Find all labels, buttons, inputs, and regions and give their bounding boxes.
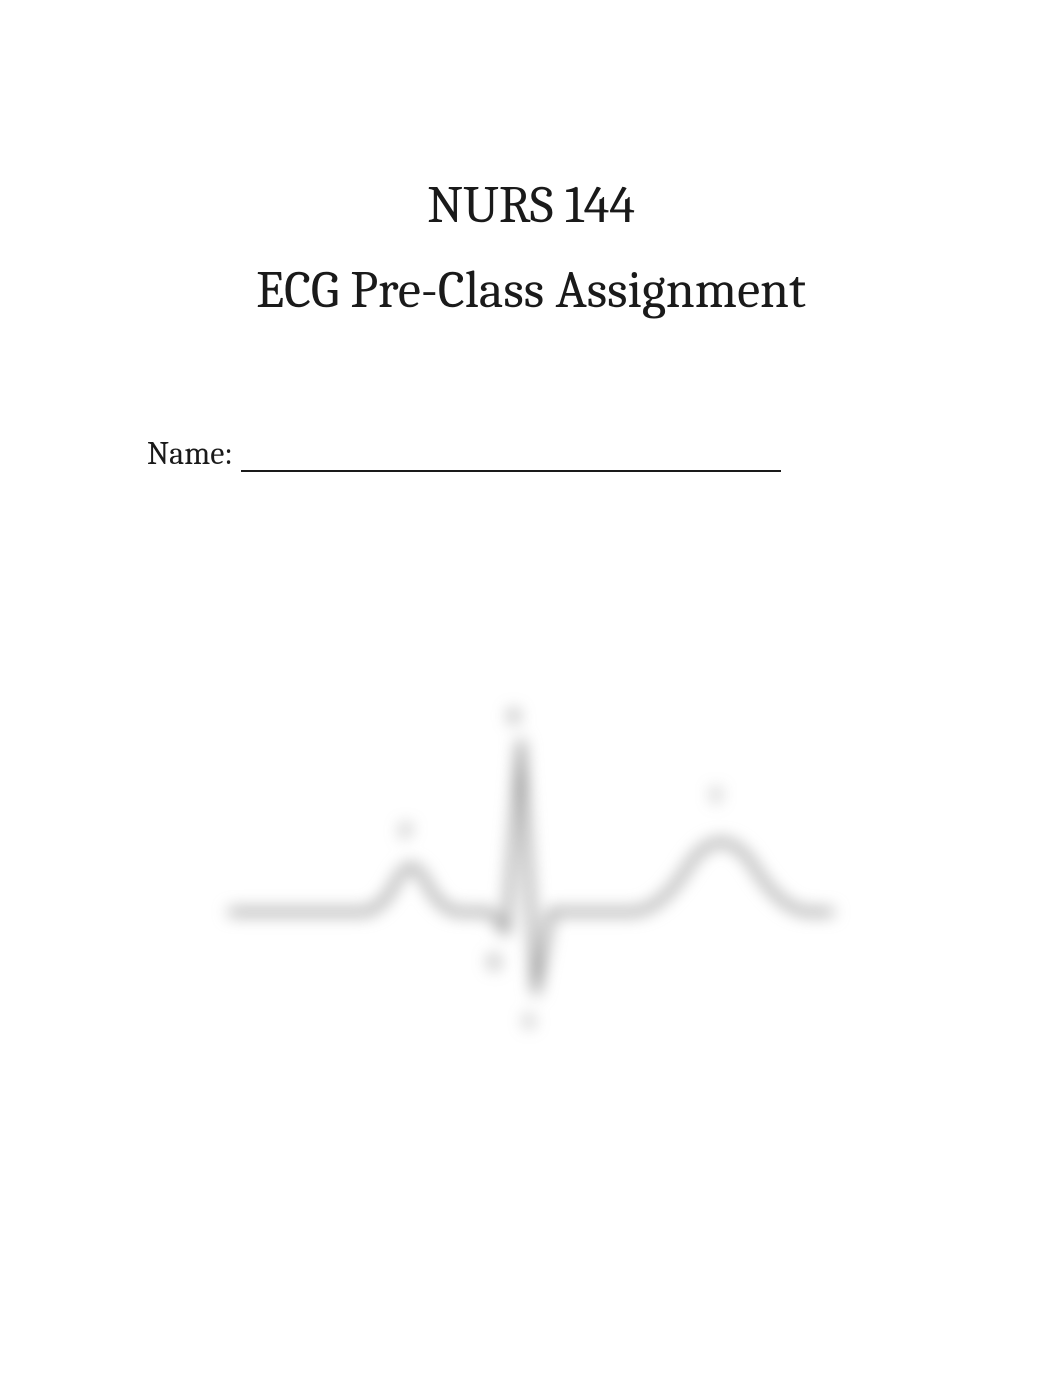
ecg-diagram-container: P Q R S T	[0, 672, 1062, 1092]
s-wave-label: S	[525, 1011, 534, 1032]
ecg-waveform-path	[231, 742, 831, 992]
name-blank-line	[241, 470, 781, 472]
t-wave-label: T	[711, 786, 722, 807]
r-wave-label: R	[508, 706, 520, 727]
q-wave-label: Q	[488, 951, 500, 972]
name-field-section: Name:	[0, 435, 1062, 472]
assignment-title: ECG Pre-Class Assignment	[0, 260, 1062, 320]
name-label: Name:	[147, 435, 233, 472]
course-code: NURS 144	[0, 175, 1062, 235]
title-section: NURS 144 ECG Pre-Class Assignment	[0, 175, 1062, 320]
p-wave-label: P	[401, 821, 412, 842]
ecg-waveform-diagram: P Q R S T	[211, 672, 851, 1092]
